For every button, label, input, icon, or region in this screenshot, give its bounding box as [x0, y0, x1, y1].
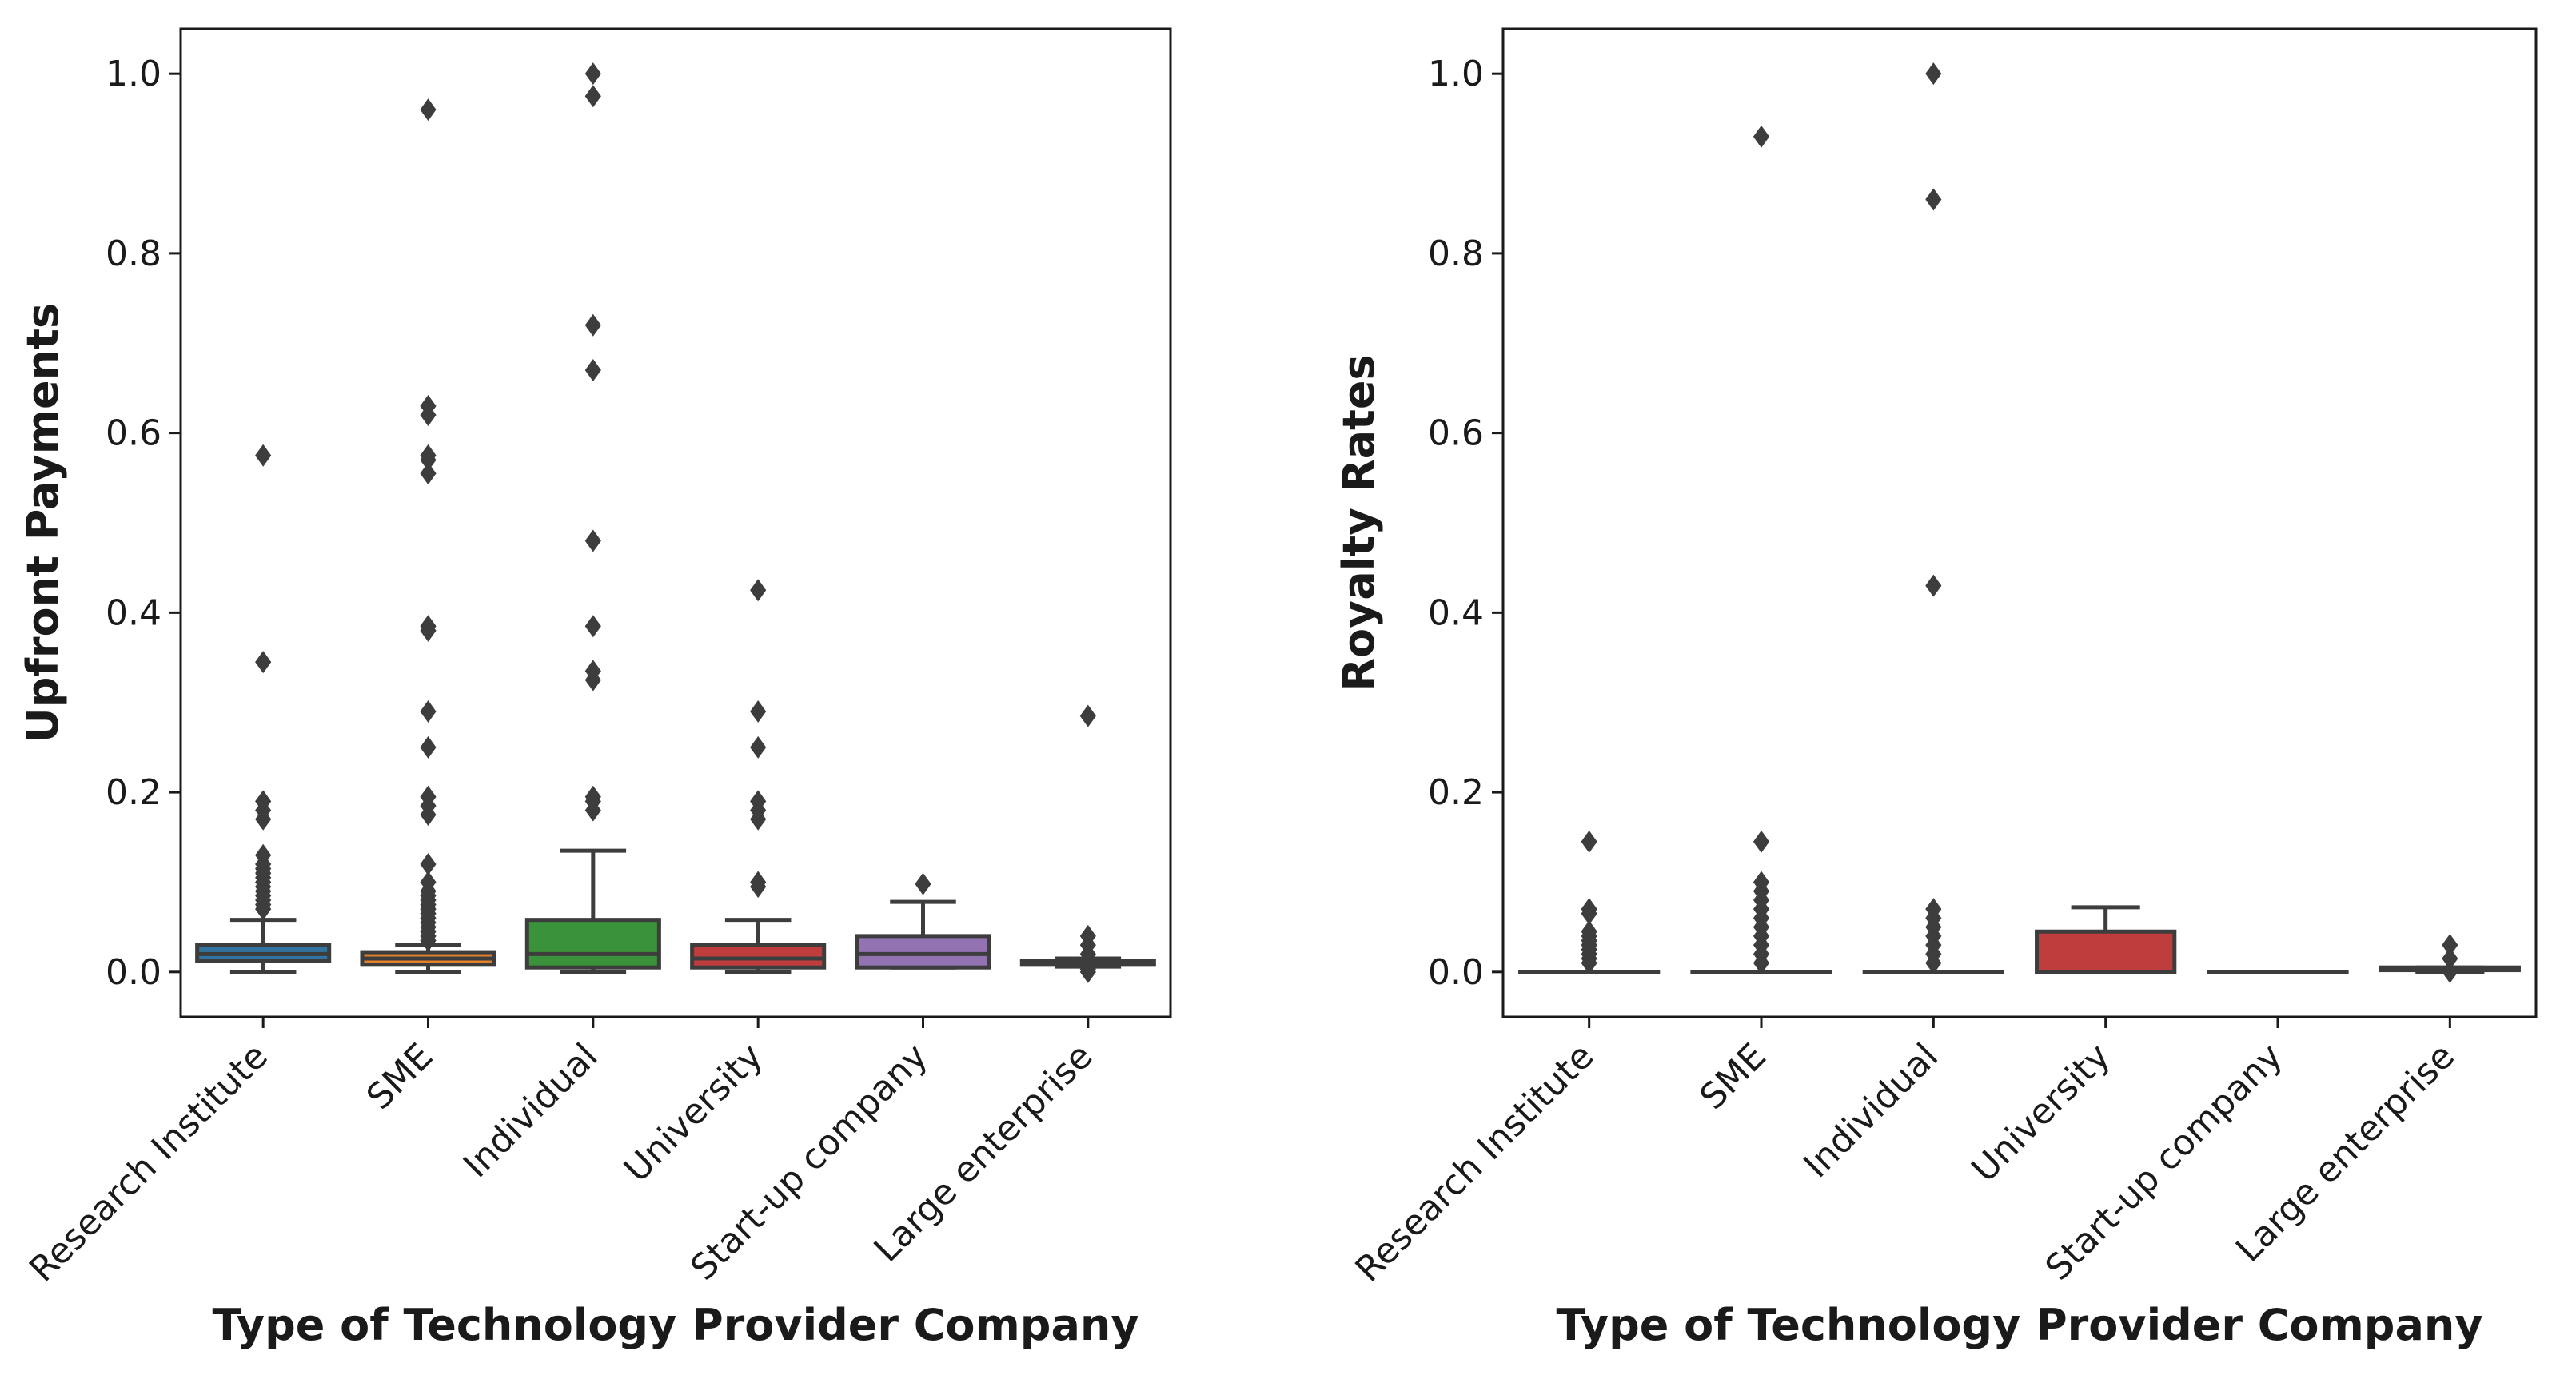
- y-tick-label: 0.6: [1428, 413, 1484, 454]
- box: [2035, 929, 2177, 974]
- y-tick-label: 0.4: [1428, 592, 1484, 633]
- outlier-point: [1079, 924, 1096, 947]
- outlier-point: [420, 394, 437, 417]
- outlier-point: [420, 98, 437, 122]
- outlier-point: [420, 871, 437, 894]
- outlier-point: [1079, 956, 1096, 979]
- y-tick-label: 0.0: [106, 952, 161, 993]
- plot-area: [1518, 62, 2521, 983]
- outlier-point: [584, 358, 601, 381]
- x-axis-title: Type of Technology Provider Company: [212, 1300, 1138, 1350]
- outlier-point: [584, 85, 601, 108]
- box: [524, 918, 661, 970]
- y-tick-label: 0.0: [1428, 952, 1484, 993]
- outlier-point: [2442, 934, 2458, 957]
- outlier-point: [1581, 898, 1597, 921]
- y-tick-label: 0.8: [1428, 233, 1484, 274]
- box: [690, 943, 827, 970]
- outlier-point: [1753, 125, 1770, 148]
- outlier-point: [420, 852, 437, 875]
- outlier-point: [1925, 898, 1942, 921]
- y-axis-title: Upfront Payments: [18, 303, 68, 743]
- outlier-point: [420, 462, 437, 485]
- x-tick-label: Research Institute: [1348, 1036, 1602, 1290]
- box: [855, 934, 991, 970]
- outlier-point: [584, 62, 601, 86]
- outlier-point: [1753, 830, 1770, 853]
- outlier-point: [584, 313, 601, 337]
- outlier-point: [584, 615, 601, 638]
- outlier-point: [1581, 920, 1597, 943]
- outlier-point: [420, 785, 437, 808]
- outlier-point: [420, 735, 437, 759]
- outlier-point: [584, 660, 601, 683]
- y-tick-label: 0.2: [106, 772, 161, 813]
- box-group: [360, 98, 496, 974]
- x-tick-label: University: [1964, 1036, 2118, 1190]
- y-tick-label: 0.6: [106, 413, 161, 454]
- outlier-point: [750, 790, 767, 813]
- outlier-point: [255, 790, 272, 813]
- x-tick-label: Individual: [456, 1036, 606, 1186]
- outlier-point: [420, 615, 437, 638]
- plot-area: [195, 62, 1156, 983]
- outlier-point: [750, 735, 767, 759]
- y-tick-label: 0.8: [106, 233, 161, 274]
- box-group: [2207, 970, 2349, 974]
- x-tick-label: University: [616, 1036, 771, 1190]
- box-group: [524, 62, 661, 974]
- box-group: [2035, 905, 2177, 974]
- y-tick-label: 1.0: [106, 54, 161, 94]
- outlier-point: [1925, 574, 1942, 597]
- outlier-point: [750, 871, 767, 894]
- outlier-point: [750, 699, 767, 723]
- box-group: [690, 579, 827, 974]
- outlier-point: [2442, 947, 2458, 970]
- outlier-point: [584, 785, 601, 808]
- y-tick-label: 0.4: [106, 592, 161, 633]
- outlier-point: [584, 529, 601, 552]
- box-group: [1862, 62, 2004, 974]
- box-group: [1518, 830, 1661, 974]
- x-tick-label: SME: [1692, 1036, 1773, 1118]
- x-tick-label: SME: [359, 1036, 441, 1118]
- outlier-point: [255, 444, 272, 467]
- box-group: [1690, 125, 1832, 974]
- royalty-rates-boxplot: Royalty Rates Type of Technology Provide…: [1334, 27, 2538, 1350]
- outlier-point: [255, 843, 272, 867]
- box-group: [1019, 704, 1156, 983]
- box-group: [855, 872, 991, 970]
- outlier-point: [1753, 871, 1770, 894]
- outlier-point: [1925, 188, 1942, 211]
- axes-frame: [179, 27, 1172, 1018]
- upfront-payments-boxplot: Upfront Payments Type of Technology Prov…: [18, 27, 1172, 1350]
- y-tick-label: 1.0: [1428, 54, 1484, 94]
- outlier-point: [1079, 704, 1096, 727]
- outlier-point: [420, 444, 437, 467]
- y-axis-title: Royalty Rates: [1334, 354, 1384, 691]
- outlier-point: [2442, 960, 2458, 983]
- outlier-point: [255, 651, 272, 674]
- x-axis-title: Type of Technology Provider Company: [1556, 1300, 2482, 1350]
- outlier-point: [750, 579, 767, 602]
- x-tick-label: Individual: [1796, 1036, 1947, 1186]
- outlier-point: [1925, 62, 1942, 86]
- box-group: [2379, 934, 2521, 983]
- axes-frame: [1501, 27, 2538, 1018]
- outlier-point: [1581, 830, 1597, 853]
- box-group: [195, 444, 332, 974]
- x-tick-label: Research Institute: [22, 1036, 276, 1290]
- outlier-point: [420, 699, 437, 723]
- y-tick-label: 0.2: [1428, 772, 1484, 813]
- outlier-point: [915, 872, 931, 895]
